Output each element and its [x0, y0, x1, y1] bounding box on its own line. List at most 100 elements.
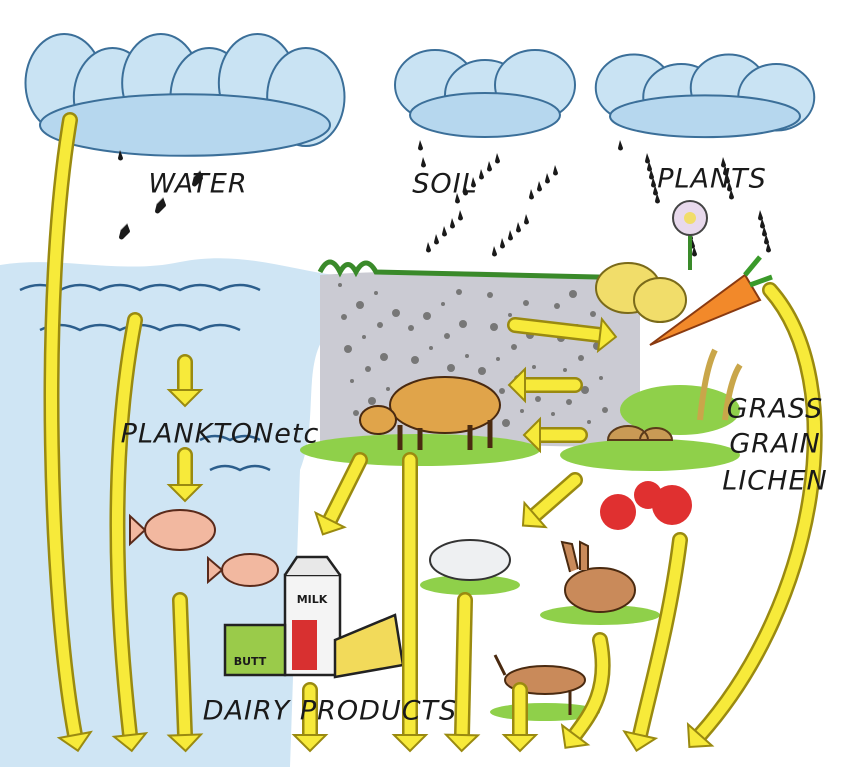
- soil-speck: [590, 311, 596, 317]
- label-butter: BUTT: [234, 655, 267, 668]
- soil-speck: [350, 379, 354, 383]
- label-grain: GRAIN: [729, 429, 820, 460]
- soil-speck: [563, 368, 567, 372]
- arrow-shaft: [180, 600, 185, 735]
- rain-drop: [524, 214, 529, 225]
- soil-speck: [459, 320, 467, 328]
- soil-speck: [380, 353, 388, 361]
- soil-speck: [499, 388, 505, 394]
- plants-part: [634, 481, 662, 509]
- soil-speck: [511, 344, 517, 350]
- animals-part: [562, 542, 588, 572]
- soil-speck: [353, 410, 359, 416]
- soil-speck: [429, 346, 433, 350]
- arrow-head: [446, 735, 478, 751]
- soil-speck: [423, 312, 431, 320]
- grass-patches-part: [560, 439, 740, 471]
- rain-drop: [487, 161, 492, 172]
- soil-speck: [344, 345, 352, 353]
- cloud-base: [40, 94, 330, 156]
- food-cycle-illustration: WATER SOIL PLANTS PLANKTONetc GRASS GRAI…: [0, 0, 859, 767]
- rain-drop: [529, 189, 534, 200]
- soil-speck: [599, 376, 603, 380]
- rain-drop: [645, 153, 650, 164]
- soil-speck: [341, 314, 347, 320]
- animals-part: [222, 554, 278, 586]
- soil-speck: [478, 367, 486, 375]
- animals-part: [360, 406, 396, 434]
- arrow-shaft: [330, 460, 360, 520]
- rain-drop: [553, 165, 558, 176]
- dairy-part: [335, 615, 403, 677]
- soil-speck: [587, 420, 591, 424]
- soil-speck: [441, 302, 445, 306]
- rain-drop: [450, 218, 455, 229]
- plants-part: [608, 426, 672, 440]
- soil-speck: [386, 387, 390, 391]
- clouds: [25, 34, 814, 156]
- soil-speck: [532, 365, 536, 369]
- animals-part: [145, 510, 215, 550]
- rain-drop: [492, 246, 497, 257]
- label-plankton: PLANKTONetc: [121, 419, 320, 450]
- label-water: WATER: [148, 169, 247, 200]
- soil-speck: [374, 291, 378, 295]
- soil-speck: [566, 399, 572, 405]
- rain-drop: [537, 181, 542, 192]
- soil-speck: [487, 292, 493, 298]
- soil-speck: [496, 357, 500, 361]
- rain-drop: [442, 226, 447, 237]
- label-plants: PLANTS: [657, 164, 767, 195]
- soil-speck: [408, 325, 414, 331]
- plants-part: [684, 212, 696, 224]
- rain-drop: [426, 242, 431, 253]
- arrow-shaft: [462, 600, 465, 735]
- rain-drop: [500, 238, 505, 249]
- rain-drop: [495, 153, 500, 164]
- label-soil: SOIL: [412, 169, 477, 200]
- rain-drop: [758, 210, 763, 221]
- label-milk: MILK: [297, 593, 328, 606]
- soil-speck: [368, 397, 376, 405]
- arrow-shaft: [535, 480, 575, 515]
- soil-speck: [338, 283, 342, 287]
- soil-speck: [365, 366, 371, 372]
- arrow-head: [624, 732, 655, 751]
- plants-part: [600, 494, 636, 530]
- soil-speck: [602, 407, 608, 413]
- plants-part: [634, 278, 686, 322]
- soil-speck: [377, 322, 383, 328]
- soil-speck: [356, 301, 364, 309]
- rain-drop: [618, 140, 623, 151]
- rain-drop: [508, 230, 513, 241]
- rain-drop: [458, 210, 463, 221]
- soil-speck: [362, 335, 366, 339]
- soil-speck: [456, 289, 462, 295]
- arrow-head: [394, 735, 426, 751]
- rain-drop: [479, 169, 484, 180]
- soil-speck: [535, 396, 541, 402]
- soil-speck: [554, 303, 560, 309]
- soil-speck: [444, 333, 450, 339]
- rain-drop: [125, 223, 130, 234]
- soil-speck: [465, 354, 469, 358]
- dairy-part: [292, 620, 317, 670]
- label-grass: GRASS: [727, 394, 823, 425]
- animals-part: [390, 377, 500, 433]
- rain-drop: [545, 173, 550, 184]
- arrow-head: [294, 735, 326, 751]
- rain-drop: [418, 140, 423, 151]
- soil-speck: [392, 309, 400, 317]
- arrow-outline: [700, 290, 815, 735]
- soil-speck: [551, 412, 555, 416]
- soil-speck: [520, 409, 524, 413]
- soil-speck: [578, 355, 584, 361]
- rain-drop: [516, 222, 521, 233]
- soil-speck: [447, 364, 455, 372]
- animals-part: [565, 568, 635, 612]
- arrow-shaft: [640, 540, 680, 735]
- soil-speck: [508, 313, 512, 317]
- animals-part: [430, 540, 510, 580]
- soil-speck: [502, 419, 510, 427]
- label-dairy-products: DAIRY PRODUCTS: [203, 696, 457, 727]
